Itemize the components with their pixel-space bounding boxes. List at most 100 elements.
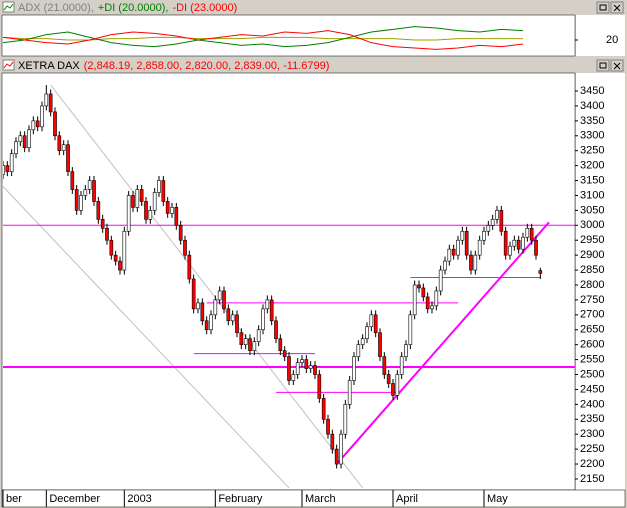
candle-body [326,418,330,435]
candle-body [217,290,222,301]
candle-body [40,105,44,128]
indicator-plot [1,14,576,57]
candle-body [356,344,361,357]
candle-body [248,338,252,351]
candle-body [196,302,200,310]
restore-button[interactable] [596,1,610,14]
candle-body [369,314,374,328]
y-tick-label: 2900 [580,249,604,261]
price-buttons[interactable] [596,59,624,72]
candle-body [490,219,495,226]
candle-body [174,207,179,226]
candle-body [152,192,157,211]
candle-body [48,93,53,113]
candle-body [486,224,491,232]
y-tick-label: 2250 [580,443,604,455]
candle-body [70,171,75,190]
y-tick-label: 2550 [580,353,604,365]
candle-body [200,302,205,322]
candle-body [508,245,512,256]
candle-body [430,305,434,310]
candle-body [343,404,348,435]
candle-body [503,230,508,256]
x-tick-label: May [487,493,508,505]
candle-body [161,180,166,202]
candle-body [282,350,287,357]
candle-body [473,254,478,271]
candle-body [22,135,27,149]
candle-body [5,165,10,172]
candle-body [235,314,239,334]
y-tick-label: 2650 [580,324,604,336]
candle-body [213,299,218,316]
candle-body [131,195,135,208]
candle-body [421,287,426,298]
y-tick-label: 3450 [580,85,604,97]
trend-line [50,84,364,489]
y-tick-label: 2150 [580,473,604,485]
price-plot [1,72,576,491]
y-tick-label: 3250 [580,145,604,157]
restore-glyph [599,62,607,69]
candle-body [499,210,504,232]
candle-body [126,195,131,232]
candle-body [18,135,23,143]
candle-body [14,141,18,154]
close-glyph [613,62,621,70]
title-part: XETRA DAX [18,60,80,72]
indicator-line [3,30,524,50]
candle-body [35,120,40,128]
candle-body [144,201,148,220]
y-tick-label: 2750 [580,294,604,306]
candle-body [83,189,88,196]
candle-body [66,144,70,172]
candle-body [139,189,144,202]
candle-body [109,239,114,256]
title-part: ADX (21.0000), [18,2,94,14]
candle-body [495,210,499,220]
candle-body [53,111,57,137]
candle-body [334,448,339,465]
candle-body [321,398,326,420]
y-tick-label: 2950 [580,234,604,246]
indicator-buttons[interactable] [596,1,624,14]
y-tick-label: 2450 [580,383,604,395]
candle-body [469,254,473,271]
panel-title: ADX (21.0000), +DI (20.0000), -DI (23.0000… [18,2,237,14]
candle-body [274,320,278,340]
candle-body [313,365,317,375]
title-part: +DI (20.0000), [98,2,169,14]
y-tick-label: 2700 [580,309,604,321]
candle-body [447,248,452,262]
candle-body [204,320,209,331]
candle-body [477,239,482,256]
x-tick-label: 2003 [127,493,151,505]
candle-body [408,314,413,345]
candle-body [61,144,66,151]
candle-body [252,341,257,351]
x-tick-label: April [396,493,418,505]
candle-body [308,365,313,369]
candle-body [265,299,270,310]
candle-body [391,383,395,396]
candle-body [365,326,369,340]
candle-body [9,153,14,172]
candle-body [100,219,105,229]
candle-body [330,433,335,450]
candle-body [521,236,525,250]
candle-body [92,180,96,202]
candle-body [157,180,161,193]
candle-body [456,239,460,256]
candle-body [529,227,534,241]
candle-body [295,362,300,375]
y-tick-label: 3400 [580,100,604,112]
indicator-axis [576,15,625,56]
x-tick-label: ber [6,493,22,505]
candle-body [57,135,62,151]
restore-glyph [599,4,607,11]
y-tick-label: 3050 [580,204,604,216]
y-tick-label: 2850 [580,264,604,276]
restore-button[interactable] [596,59,610,72]
